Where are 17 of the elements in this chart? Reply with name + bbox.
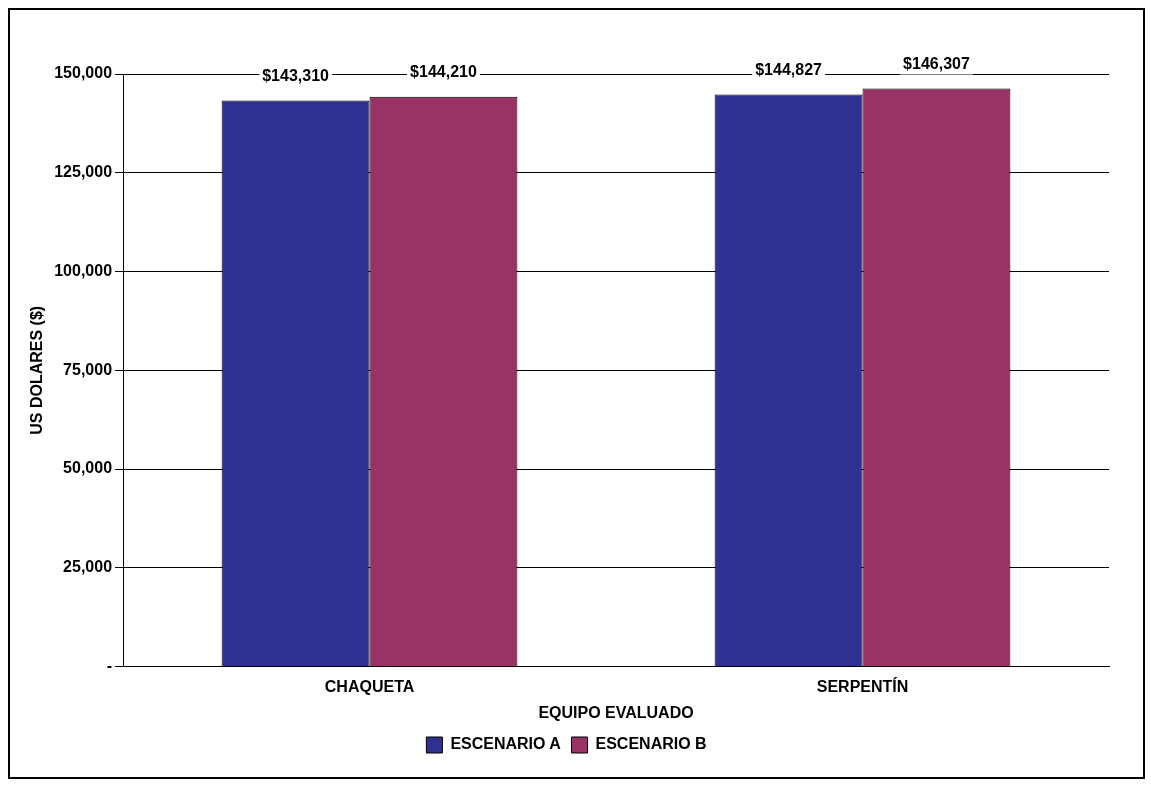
legend-label: ESCENARIO A bbox=[450, 735, 562, 753]
y-tick-label: 125,000 bbox=[54, 163, 113, 181]
y-tick-label: 75,000 bbox=[63, 360, 113, 378]
y-axis-title: US DOLARES ($) bbox=[28, 305, 46, 435]
x-tick-label: SERPENTÍN bbox=[816, 676, 909, 695]
legend-label: ESCENARIO B bbox=[595, 735, 707, 753]
y-tick-label: 25,000 bbox=[63, 558, 113, 576]
y-tick-label: 150,000 bbox=[54, 64, 113, 82]
data-label: $143,310 bbox=[262, 66, 330, 84]
data-label: $146,307 bbox=[903, 55, 970, 72]
y-tick-label: 50,000 bbox=[63, 459, 113, 477]
y-tick-label: - bbox=[106, 657, 113, 675]
y-tick-label: 100,000 bbox=[54, 261, 113, 279]
x-axis-title: EQUIPO EVALUADO bbox=[538, 703, 694, 721]
data-label: $144,210 bbox=[410, 63, 477, 81]
x-tick-label: CHAQUETA bbox=[324, 677, 415, 695]
data-label: $144,827 bbox=[755, 60, 823, 78]
